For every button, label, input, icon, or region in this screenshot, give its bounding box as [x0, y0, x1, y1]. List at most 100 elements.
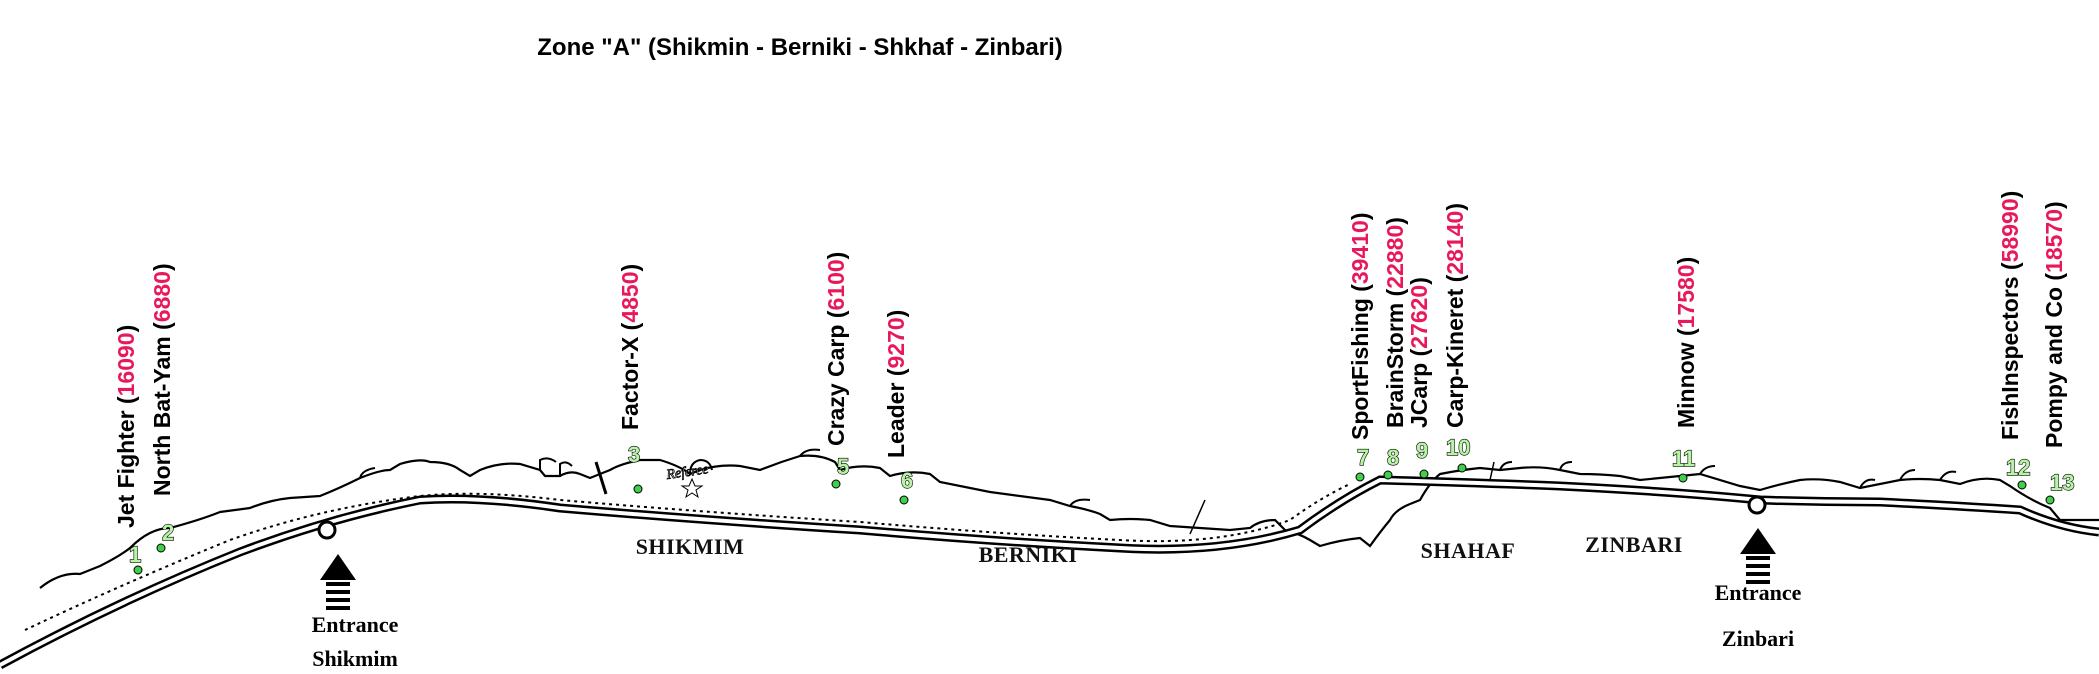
spot-dot [899, 495, 909, 505]
spot-label: Factor-X (4850) [617, 264, 643, 430]
spot-name: Carp-Kineret ( [1442, 274, 1468, 428]
spot-label: FishInspectors (58990) [1997, 191, 2023, 440]
spot-number: 3 [628, 442, 640, 467]
entrance-shikmim: Entrance Shikmim [312, 520, 399, 671]
spot-name: FishInspectors ( [1997, 262, 2023, 440]
spot-number: 9 [1416, 438, 1428, 463]
spot-paren: ) [617, 264, 643, 272]
spot-score: 6100 [823, 259, 849, 310]
spot-number: 11 [1672, 446, 1695, 471]
spot-label: JCarp (27620) [1406, 277, 1432, 428]
fishing-spot: 12 FishInspectors (58990) [1997, 191, 2031, 490]
fishing-spot: 5 Crazy Carp (6100) [823, 252, 850, 489]
entrance-zinbari-line2: Zinbari [1722, 626, 1794, 651]
spot-label: Jet Fighter (16090) [113, 325, 139, 528]
jetty-line [594, 461, 608, 495]
spot-name: Jet Fighter ( [113, 396, 139, 528]
spot-score: 6880 [149, 271, 175, 322]
jetty-line [1489, 461, 1495, 481]
spot-dot [156, 543, 166, 553]
spot-paren: ) [113, 325, 139, 333]
fishing-spot: 1 Jet Fighter (16090) [113, 325, 143, 575]
spot-score: 22880 [1382, 225, 1408, 289]
fishing-spot: 8 BrainStorm (22880) [1382, 217, 1408, 480]
fishing-spot: 2 North Bat-Yam (6880) [149, 263, 175, 553]
fishing-spots: 1 Jet Fighter (16090) 2 North Bat-Yam (6880… [113, 191, 2075, 575]
spot-name: SportFishing ( [1347, 284, 1373, 440]
spot-dot [133, 565, 143, 575]
spot-dot [2017, 480, 2027, 490]
spot-number: 5 [837, 454, 849, 479]
coast-detail [359, 448, 1957, 507]
spot-label: Minnow (17580) [1673, 257, 1699, 428]
spot-dot [633, 484, 643, 494]
spot-paren: ) [1406, 277, 1432, 285]
map-title: Zone "A" (Shikmin - Berniki - Shkhaf - Z… [537, 34, 1063, 61]
spot-number: 10 [1446, 435, 1470, 460]
spot-number: 1 [129, 542, 141, 567]
spot-label: North Bat-Yam (6880) [149, 263, 175, 496]
spot-score: 39410 [1347, 220, 1373, 284]
entrance-zinbari-line1: Entrance [1715, 580, 1802, 605]
spot-name: Leader ( [883, 368, 909, 458]
spot-label: Leader (9270) [883, 310, 909, 458]
spot-label: SportFishing (39410) [1347, 212, 1373, 440]
entrance-shikmim-line2: Shikmim [312, 646, 398, 671]
fishing-spot: 7 SportFishing (39410) [1347, 212, 1373, 482]
spot-dot [2045, 495, 2055, 505]
road-inner [0, 477, 2099, 667]
spot-paren: ) [1347, 212, 1373, 220]
spot-number: 12 [2006, 455, 2030, 480]
spot-score: 28140 [1442, 211, 1468, 275]
spot-dot [1678, 473, 1688, 483]
area-label-shahaf: SHAHAF [1421, 538, 1516, 563]
spot-label: Pompy and Co (18570) [2041, 201, 2067, 448]
referee-label: Referee [665, 462, 710, 483]
area-label-berniki: BERNIKI [979, 542, 1078, 567]
spot-number: 8 [1387, 445, 1399, 470]
spot-name: North Bat-Yam ( [149, 322, 175, 496]
spot-number: 7 [1357, 445, 1369, 470]
spot-number: 2 [162, 520, 174, 545]
shoreline [39, 454, 2099, 589]
spot-label: Crazy Carp (6100) [823, 252, 849, 446]
spot-dot [1457, 463, 1467, 473]
area-label-zinbari: ZINBARI [1585, 532, 1683, 557]
fishing-spot: 13 Pompy and Co (18570) [2041, 201, 2075, 505]
spot-name: JCarp ( [1406, 348, 1432, 428]
fishing-spot: 9 JCarp (27620) [1406, 277, 1432, 479]
spot-score: 16090 [113, 332, 139, 396]
spot-paren: ) [1997, 191, 2023, 199]
spot-score: 27620 [1406, 285, 1432, 349]
spot-paren: ) [1673, 257, 1699, 265]
spot-paren: ) [1382, 217, 1408, 225]
spot-dot [831, 479, 841, 489]
fishing-spot: 3 Factor-X (4850) [617, 264, 643, 494]
spot-name: Crazy Carp ( [823, 310, 849, 446]
spot-dot [1383, 470, 1393, 480]
fishing-spot: 10 Carp-Kineret (28140) [1442, 203, 1471, 473]
spot-score: 17580 [1673, 264, 1699, 328]
spot-paren: ) [823, 252, 849, 260]
fishing-spot: 6 Leader (9270) [883, 310, 914, 505]
spot-name: Pompy and Co ( [2041, 273, 2067, 448]
spot-number: 6 [901, 468, 913, 493]
spot-name: Factor-X ( [617, 322, 643, 430]
spot-label: Carp-Kineret (28140) [1442, 203, 1468, 428]
spot-paren: ) [149, 263, 175, 271]
spot-name: Minnow ( [1673, 328, 1699, 428]
spot-number: 13 [2050, 470, 2074, 495]
star-icon [680, 477, 704, 499]
fishing-spot: 11 Minnow (17580) [1671, 257, 1699, 483]
spot-paren: ) [2041, 201, 2067, 209]
area-label-shikmim: SHIKMIM [636, 534, 745, 559]
spot-label: BrainStorm (22880) [1382, 217, 1408, 428]
jetty-line [1189, 499, 1206, 535]
spot-dot [1419, 469, 1429, 479]
spot-dot [1355, 472, 1365, 482]
spot-paren: ) [883, 310, 909, 318]
spot-name: BrainStorm ( [1382, 288, 1408, 428]
entrance-zinbari: Entrance Zinbari [1715, 495, 1802, 651]
